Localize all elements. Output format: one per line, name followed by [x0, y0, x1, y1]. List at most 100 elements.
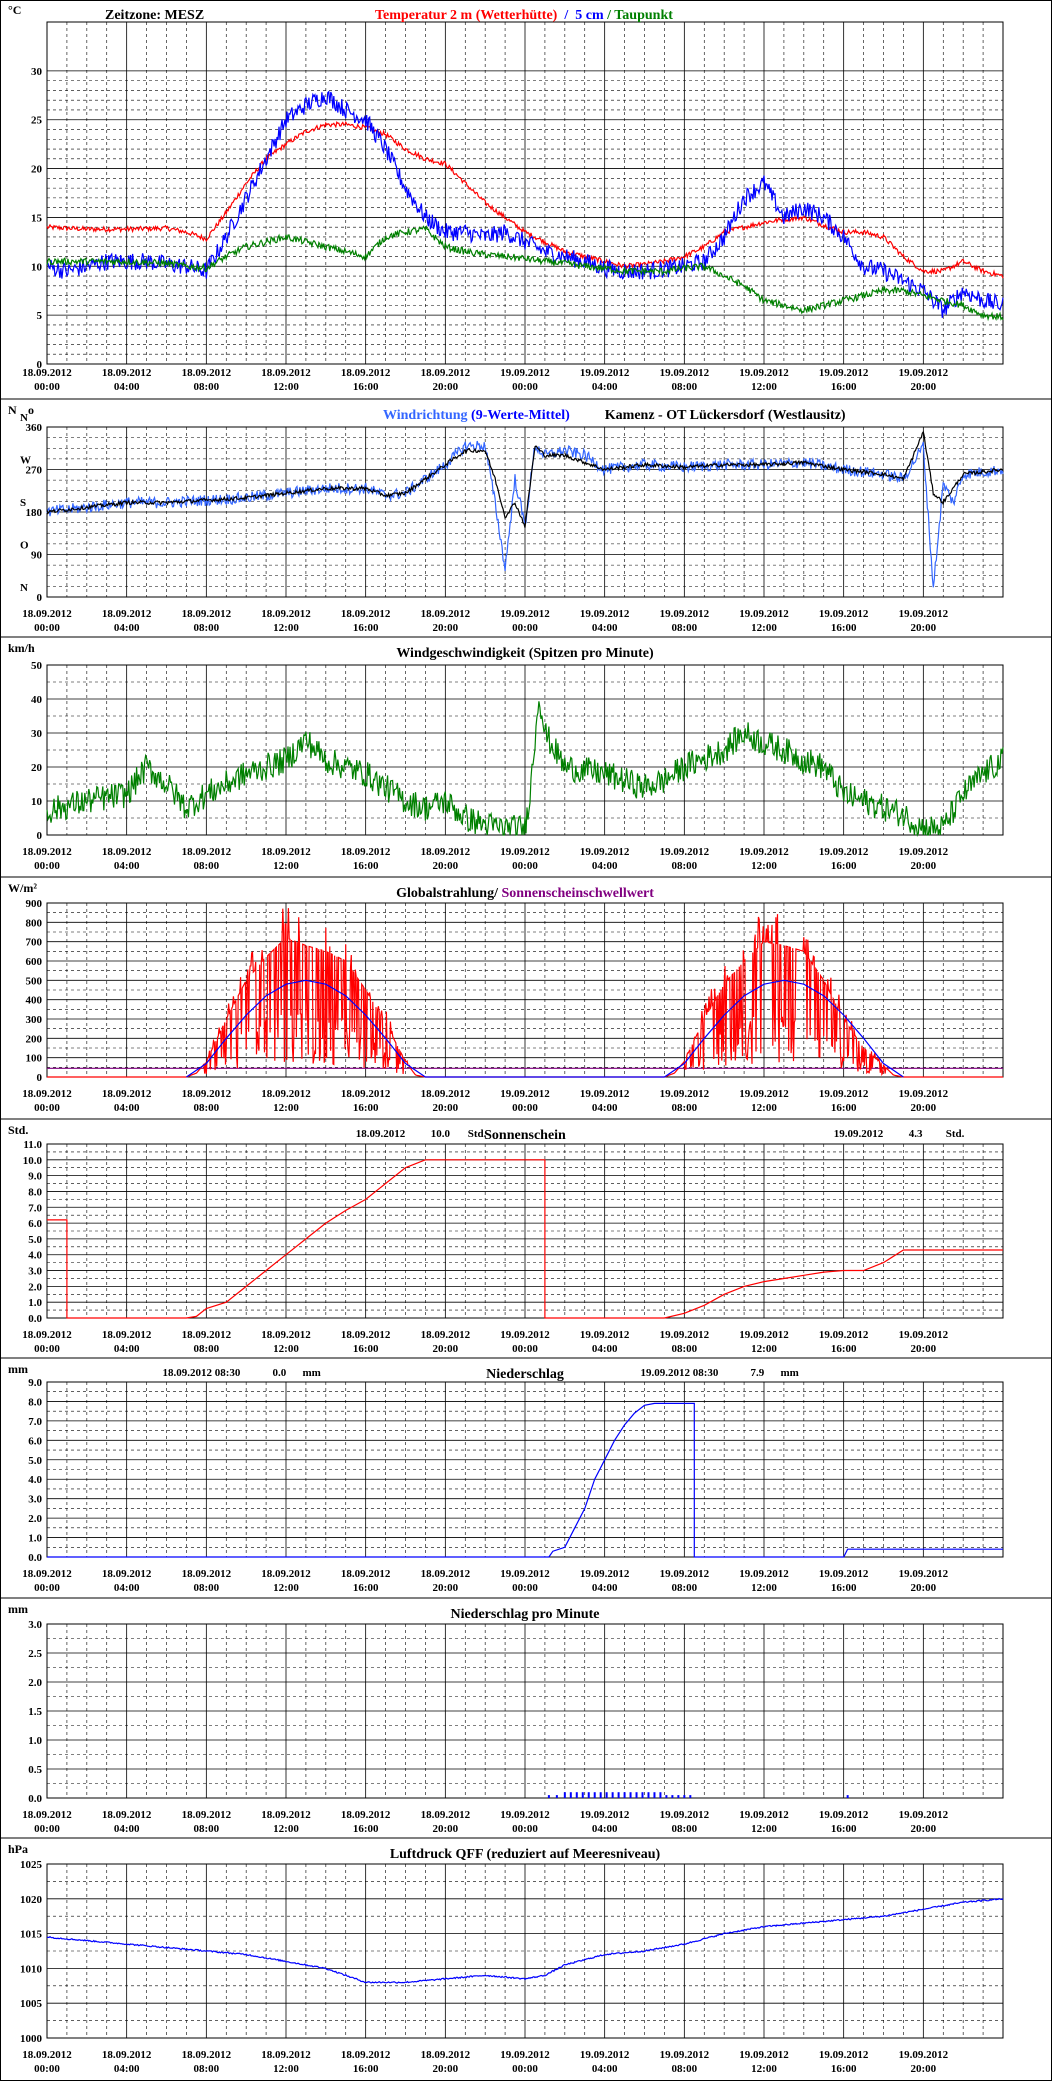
chart-windspeed: 0 10 20 30 40 50 km/h Windgeschwindigkeit (Spit…: [0, 636, 1052, 872]
x-tick-time: 08:00: [193, 1823, 219, 1835]
series-line: [186, 979, 904, 1078]
x-tick-time: 00:00: [512, 1102, 538, 1114]
x-tick-label: 19.09.2012 20:00: [899, 1088, 949, 1114]
x-tick-date: 18.09.2012: [22, 2049, 72, 2061]
annotation-unit: mm: [781, 1367, 799, 1379]
y-tick-label: 900: [26, 898, 43, 910]
y-unit-label: W/m²: [8, 881, 37, 895]
annotation-unit: Std.: [468, 1128, 487, 1140]
x-tick-label: 19.09.2012 08:00: [660, 1809, 710, 1835]
x-tick-label: 18.09.2012 08:00: [182, 608, 232, 634]
x-tick-date: 19.09.2012: [580, 608, 630, 620]
x-tick-label: 19.09.2012 04:00: [580, 846, 630, 872]
x-tick-time: 16:00: [831, 860, 857, 872]
x-tick-time: 12:00: [751, 1582, 777, 1594]
x-tick-time: 00:00: [34, 2063, 60, 2075]
x-tick-date: 19.09.2012: [660, 1088, 710, 1100]
x-tick-date: 18.09.2012: [341, 846, 391, 858]
y-tick-label: 0: [37, 592, 43, 604]
x-tick-label: 19.09.2012 12:00: [739, 608, 789, 634]
y-tick-label: 1005: [20, 1998, 43, 2010]
x-tick-time: 12:00: [273, 1343, 299, 1355]
x-tick-label: 18.09.2012 20:00: [421, 846, 471, 872]
chart-precipitation_per_minute: 0.0 0.5 1.0 1.5 2.0 2.5 3.0mm Niederschlag pro …: [0, 1597, 1052, 1835]
x-tick-time: 08:00: [671, 1102, 697, 1114]
y-tick-label: 360: [26, 422, 43, 434]
chart-title-part: Sonnenschein: [484, 1128, 566, 1143]
x-tick-time: 20:00: [432, 381, 458, 393]
x-tick-time: 08:00: [193, 381, 219, 393]
x-tick-date: 18.09.2012: [22, 1329, 72, 1341]
x-tick-label: 19.09.2012 04:00: [580, 608, 630, 634]
x-tick-label: 19.09.2012 12:00: [739, 367, 789, 393]
x-tick-date: 18.09.2012: [421, 2049, 471, 2061]
x-tick-label: 18.09.2012 04:00: [102, 1568, 152, 1594]
x-tick-time: 20:00: [910, 2063, 936, 2075]
series-line: [47, 1402, 1003, 1558]
x-tick-label: 19.09.2012 20:00: [899, 608, 949, 634]
x-tick-date: 18.09.2012: [421, 1568, 471, 1580]
x-tick-time: 00:00: [34, 381, 60, 393]
x-tick-time: 16:00: [353, 1102, 379, 1114]
x-tick-time: 00:00: [512, 381, 538, 393]
x-tick-label: 18.09.2012 16:00: [341, 367, 391, 393]
chart-title-part: / 5 cm: [557, 8, 604, 23]
x-tick-label: 19.09.2012 12:00: [739, 1329, 789, 1355]
compass-label: W: [20, 455, 31, 467]
compass-label: N: [20, 412, 28, 424]
x-tick-label: 18.09.2012 16:00: [341, 1329, 391, 1355]
x-tick-label: 18.09.2012 08:00: [182, 1329, 232, 1355]
x-tick-date: 19.09.2012: [500, 1088, 550, 1100]
x-tick-date: 18.09.2012: [182, 1809, 232, 1821]
y-tick-label: 400: [26, 995, 43, 1007]
x-tick-label: 19.09.2012 04:00: [580, 367, 630, 393]
y-tick-label: 600: [26, 956, 43, 968]
y-tick-label: 0: [37, 359, 43, 371]
x-tick-label: 18.09.2012 16:00: [341, 1568, 391, 1594]
annotation-date: 18.09.2012 08:30: [163, 1367, 241, 1379]
x-tick-time: 08:00: [671, 860, 697, 872]
x-tick-time: 08:00: [671, 381, 697, 393]
y-unit-label: N: [8, 403, 17, 417]
x-tick-date: 19.09.2012: [500, 846, 550, 858]
plot-frame: [46, 1143, 1004, 1319]
x-tick-label: 19.09.2012 16:00: [819, 608, 869, 634]
x-tick-time: 12:00: [273, 1582, 299, 1594]
x-tick-date: 18.09.2012: [261, 367, 311, 379]
y-tick-label: 800: [26, 917, 43, 929]
chart-title-part: (9-Werte-Mittel): [468, 408, 571, 423]
chart-title-part: Luftdruck QFF (reduziert auf Meeresnivea…: [390, 1847, 661, 1862]
y-tick-label: 270: [26, 465, 43, 477]
x-tick-time: 00:00: [34, 1102, 60, 1114]
x-tick-date: 19.09.2012: [899, 1809, 949, 1821]
x-tick-label: 19.09.2012 00:00: [500, 2049, 550, 2075]
x-tick-date: 19.09.2012: [660, 1568, 710, 1580]
x-tick-time: 08:00: [671, 1343, 697, 1355]
x-tick-time: 20:00: [910, 1343, 936, 1355]
x-tick-time: 08:00: [671, 2063, 697, 2075]
plot-frame: [46, 1863, 1004, 2039]
x-tick-time: 20:00: [432, 860, 458, 872]
y-tick-label: 7.0: [28, 1202, 42, 1214]
series-line: [46, 224, 1004, 322]
x-tick-time: 12:00: [273, 860, 299, 872]
x-tick-time: 20:00: [910, 860, 936, 872]
x-tick-label: 19.09.2012 20:00: [899, 2049, 949, 2075]
x-tick-time: 04:00: [114, 860, 140, 872]
y-tick-label: 180: [26, 507, 43, 519]
annotation-unit: Std.: [946, 1128, 965, 1140]
x-tick-time: 08:00: [193, 1343, 219, 1355]
x-tick-date: 18.09.2012: [261, 1809, 311, 1821]
x-tick-time: 16:00: [831, 622, 857, 634]
x-tick-date: 19.09.2012: [660, 846, 710, 858]
x-tick-date: 18.09.2012: [182, 1329, 232, 1341]
x-tick-date: 18.09.2012: [421, 846, 471, 858]
compass-label: O: [20, 540, 29, 552]
x-tick-time: 08:00: [193, 1582, 219, 1594]
chart-title: Temperatur 2 m (Wetterhütte) / 5 cm / Ta…: [375, 8, 673, 23]
y-tick-label: 3.0: [28, 1494, 42, 1506]
x-tick-date: 19.09.2012: [500, 1568, 550, 1580]
x-tick-date: 18.09.2012: [182, 1568, 232, 1580]
x-tick-label: 18.09.2012 12:00: [261, 1329, 311, 1355]
x-tick-time: 00:00: [512, 1582, 538, 1594]
